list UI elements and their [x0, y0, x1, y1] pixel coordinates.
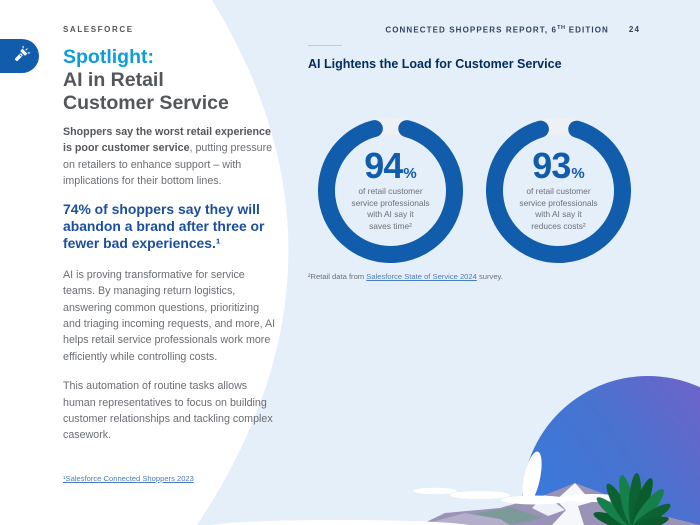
cloud-band [210, 520, 470, 525]
plant [593, 473, 671, 525]
footnote-1-link[interactable]: ¹Salesforce Connected Shoppers 2023 [63, 474, 194, 483]
mountain-snow [552, 483, 592, 525]
page-title: Spotlight: AI in Retail Customer Service [63, 46, 276, 115]
intro-paragraph: Shoppers say the worst retail experience… [63, 124, 276, 190]
brand-label: SALESFORCE [63, 25, 134, 34]
donut-caption: of retail customer service professionals… [519, 186, 597, 232]
page-number: 24 [628, 25, 640, 34]
page-header: CONNECTED SHOPPERS REPORT, 6TH EDITION 2… [0, 0, 700, 40]
chart-section-title: AI Lightens the Load for Customer Servic… [308, 57, 562, 71]
footnote-1: ¹Salesforce Connected Shoppers 2023 [63, 474, 194, 483]
donut-percent-sign: % [403, 165, 417, 182]
donut-caption-line: of retail customer [526, 186, 591, 196]
donut-center-text: 93 % of retail customer service professi… [486, 118, 631, 263]
flashlight-icon [14, 45, 30, 62]
cloud [562, 494, 622, 502]
intro-rest: , putting pressure on retailers to enhan… [63, 142, 273, 188]
footnote-2-prefix: ²Retail data from [308, 272, 367, 281]
donut-chart-saves-time: 94 % of retail customer service professi… [318, 118, 463, 263]
donut-value: 93 % [532, 145, 585, 186]
donut-chart-reduces-costs: 93 % of retail customer service professi… [486, 118, 631, 263]
intro-bold: Shoppers say the worst retail experience… [63, 126, 271, 155]
donut-caption-line: with AI say it [367, 209, 414, 219]
donut-caption: of retail customer service professionals… [351, 186, 429, 232]
donut-percent-sign: % [571, 165, 585, 182]
donut-caption-line: service professionals [351, 197, 430, 208]
stat-callout: 74% of shoppers say they will abandon a … [63, 200, 265, 252]
body-paragraph-2: This automation of routine tasks allows … [63, 380, 273, 442]
mountain-foothill [420, 513, 510, 525]
footnote-2: ²Retail data from Salesforce State of Se… [308, 272, 503, 281]
plant-leaf [631, 516, 669, 525]
donut-center-text: 94 % of retail customer service professi… [318, 118, 463, 263]
body-paragraph-1: AI is proving transformative for service… [63, 268, 276, 363]
title-accent: Spotlight: [63, 46, 154, 68]
donut-caption-line: reduces costs² [531, 220, 586, 231]
donut-value: 94 % [364, 145, 417, 186]
title-rest: AI in Retail Customer Service [63, 69, 229, 114]
donut-ring [318, 118, 463, 263]
donut-percent-number: 93 [532, 145, 571, 186]
left-column: SALESFORCE Spotlight: AI in Retail Custo… [63, 0, 276, 483]
donut-percent-number: 94 [364, 145, 403, 186]
donut-caption-line: of retail customer [358, 186, 423, 196]
donut-caption-line: with AI say it [535, 209, 582, 219]
plant-leaf [593, 511, 634, 525]
haze-cloud [522, 451, 542, 505]
illustration [210, 376, 700, 525]
clouds [210, 487, 622, 525]
donut-ring [486, 118, 631, 263]
donut-caption-line: service professionals [519, 197, 598, 208]
section-divider [308, 45, 342, 46]
donut-caption-line: saves time² [369, 220, 412, 231]
spotlight-badge [0, 39, 39, 73]
cloud [501, 495, 569, 505]
cloud [413, 487, 457, 495]
cloud [450, 491, 510, 499]
footnote-2-link[interactable]: Salesforce State of Service 2024 [366, 272, 477, 281]
donut-charts-row: 94 % of retail customer service professi… [318, 118, 631, 263]
footnote-2-suffix: survey. [476, 272, 503, 281]
report-title: CONNECTED SHOPPERS REPORT, 6TH EDITION [385, 25, 609, 35]
